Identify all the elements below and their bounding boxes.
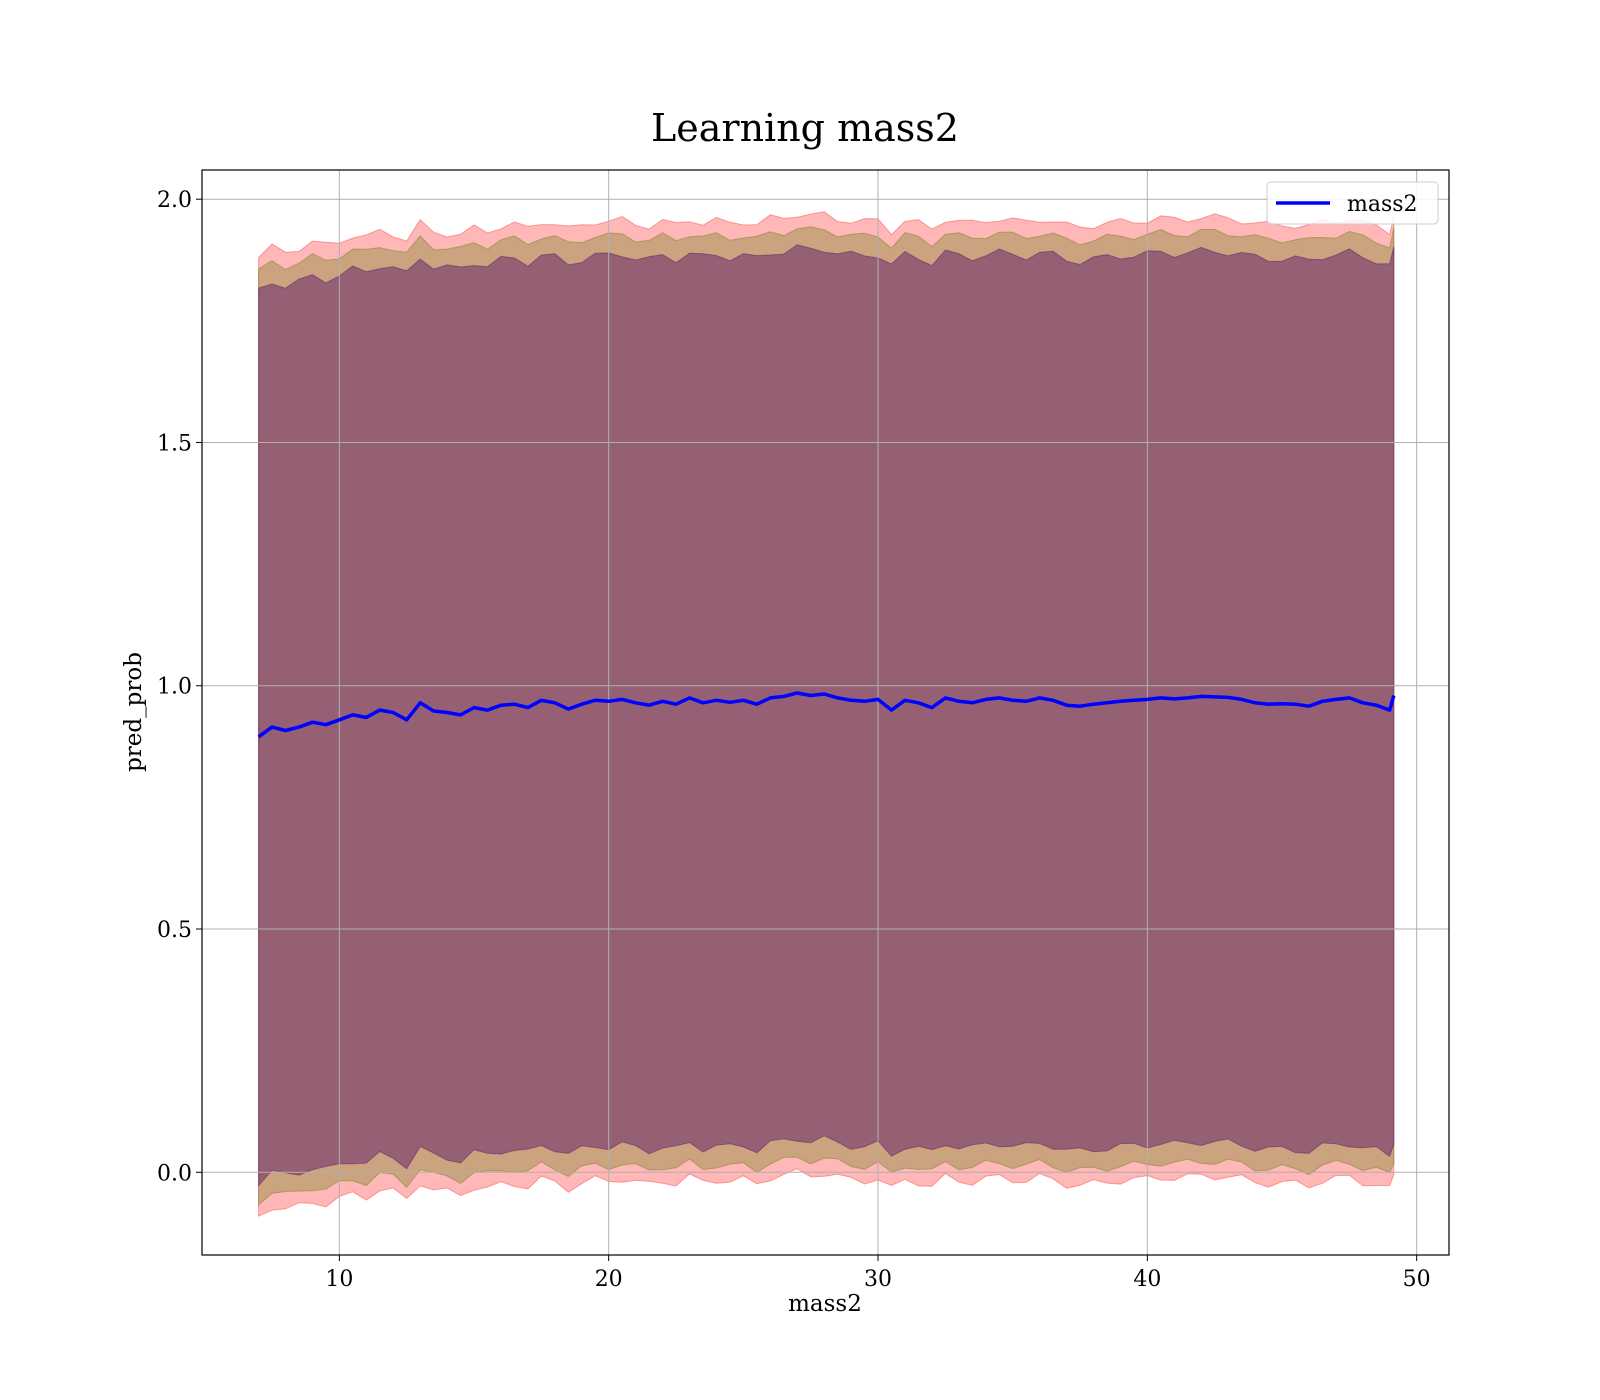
- legend-box: [1266, 181, 1439, 225]
- y-axis-label: pred_prob: [121, 652, 147, 772]
- chart-title: Learning mass2: [651, 106, 959, 150]
- series-layer: [257, 691, 1396, 739]
- x-axis-ticks: 10 20 30 40 50: [325, 1255, 1431, 1292]
- y-tick-label-4: 2.0: [157, 188, 192, 213]
- x-tick-label-3: 40: [1133, 1267, 1161, 1292]
- y-tick-label-1: 0.5: [157, 918, 192, 943]
- grid-lines: [202, 170, 1449, 1255]
- x-tick-label-4: 50: [1403, 1267, 1431, 1292]
- confidence-bands: [258, 211, 1395, 1217]
- plot-frame: [201, 169, 1450, 1256]
- y-axis-ticks: 0.0 0.5 1.0 1.5 2.0: [157, 188, 202, 1186]
- x-axis-label: mass2: [788, 1291, 862, 1317]
- confidence-band-2: [258, 244, 1395, 1187]
- y-tick-label-3: 1.5: [157, 431, 192, 456]
- legend: mass2: [1266, 181, 1439, 225]
- x-tick-label-2: 30: [864, 1267, 892, 1292]
- x-tick-label-1: 20: [595, 1267, 623, 1292]
- y-tick-label-2: 1.0: [157, 675, 192, 700]
- y-tick-label-0: 0.0: [157, 1161, 192, 1186]
- x-tick-label-0: 10: [325, 1267, 353, 1292]
- series-line-mass2: [257, 691, 1396, 739]
- legend-label-mass2: mass2: [1347, 192, 1418, 217]
